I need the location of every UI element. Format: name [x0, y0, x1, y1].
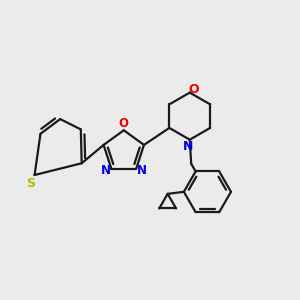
Text: O: O [119, 117, 129, 130]
Text: S: S [26, 177, 35, 190]
Text: N: N [136, 164, 147, 178]
Text: N: N [101, 164, 111, 178]
Text: O: O [188, 83, 199, 96]
Text: N: N [183, 140, 194, 153]
